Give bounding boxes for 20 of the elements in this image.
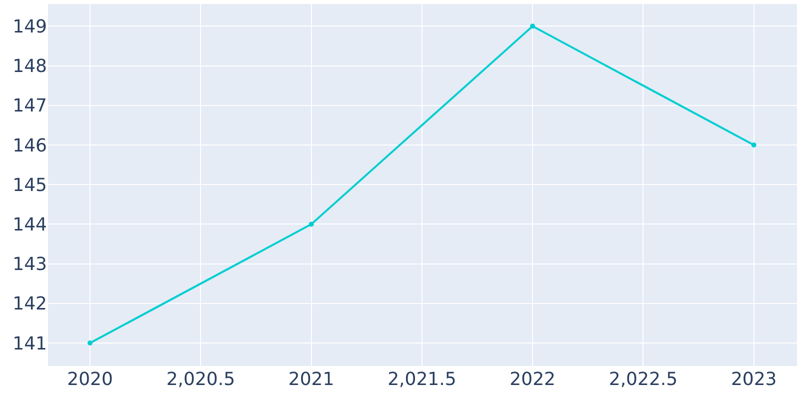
y-tick-label: 147 xyxy=(12,96,47,117)
x-tick-label: 2020 xyxy=(67,369,113,390)
x-tick-label: 2022 xyxy=(510,369,556,390)
point xyxy=(308,222,314,227)
y-tick-label: 142 xyxy=(12,294,47,315)
y-tick-label: 149 xyxy=(12,16,47,38)
point xyxy=(751,142,756,148)
y-tick-label: 146 xyxy=(12,135,47,156)
x-tick-label: 2,021.5 xyxy=(388,369,456,390)
x-tick-label: 2,020.5 xyxy=(166,369,236,390)
y-tick-label: 141 xyxy=(12,333,47,354)
y-tick-label: 144 xyxy=(12,214,47,236)
point xyxy=(530,24,536,29)
x-tick-label: 2021 xyxy=(288,369,334,390)
y-tick-label: 145 xyxy=(12,174,47,196)
x-tick-label: 2,022.5 xyxy=(608,369,678,390)
y-tick-label: 148 xyxy=(12,56,47,78)
y-tick-label: 143 xyxy=(12,254,47,276)
point xyxy=(88,340,93,346)
x-tick-label: 2023 xyxy=(730,369,777,390)
